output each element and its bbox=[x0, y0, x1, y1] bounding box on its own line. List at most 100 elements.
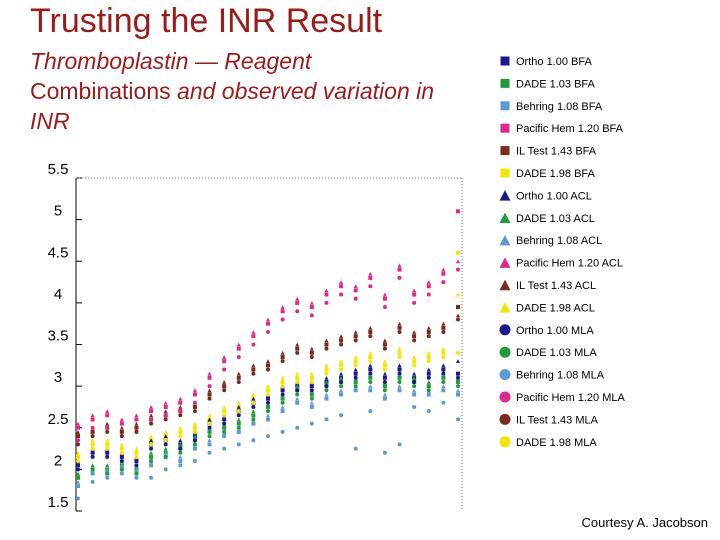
data-point bbox=[397, 350, 402, 355]
data-point bbox=[105, 467, 110, 472]
data-point bbox=[339, 280, 344, 284]
data-point bbox=[163, 409, 168, 413]
data-point bbox=[119, 467, 124, 472]
data-point bbox=[134, 425, 139, 430]
data-point bbox=[90, 434, 95, 439]
data-point bbox=[222, 384, 227, 389]
data-point bbox=[222, 417, 227, 422]
subtitle-part-1: Thromboplastin — Reagent bbox=[30, 48, 312, 74]
data-point bbox=[222, 359, 227, 364]
data-point bbox=[441, 400, 446, 405]
data-point bbox=[295, 342, 300, 347]
data-point bbox=[76, 484, 80, 489]
data-point bbox=[251, 334, 256, 339]
data-point bbox=[222, 446, 227, 451]
data-point bbox=[105, 421, 110, 426]
data-point bbox=[324, 367, 329, 372]
data-point bbox=[309, 300, 314, 305]
legend: Ortho 1.00 BFA DADE 1.03 BFA Behring 1.08 … bbox=[499, 56, 625, 449]
legend-item: Pacific Hem 1.20 BFA bbox=[500, 123, 624, 135]
data-point bbox=[426, 388, 431, 393]
data-point bbox=[134, 467, 139, 472]
data-point bbox=[324, 292, 329, 297]
data-point bbox=[309, 354, 314, 359]
data-point bbox=[382, 392, 387, 397]
data-point bbox=[251, 371, 256, 376]
data-point bbox=[178, 425, 183, 430]
data-point bbox=[324, 388, 329, 393]
data-point bbox=[178, 396, 183, 401]
data-point bbox=[105, 446, 110, 451]
data-point bbox=[222, 405, 227, 409]
data-point bbox=[280, 379, 285, 384]
data-point bbox=[192, 404, 197, 409]
data-point bbox=[105, 450, 110, 455]
data-point bbox=[456, 350, 460, 355]
data-point bbox=[368, 367, 373, 372]
data-point bbox=[134, 475, 139, 480]
data-point bbox=[207, 434, 212, 439]
data-point bbox=[251, 404, 256, 409]
y-tick-label: 5 bbox=[54, 203, 62, 220]
data-point bbox=[76, 467, 80, 472]
data-point bbox=[163, 454, 168, 459]
data-point bbox=[426, 292, 431, 297]
data-point bbox=[192, 429, 197, 434]
legend-label: Behring 1.08 ACL bbox=[516, 235, 602, 247]
data-point bbox=[353, 379, 358, 384]
data-point bbox=[90, 442, 95, 447]
data-point bbox=[90, 446, 95, 451]
data-point bbox=[163, 413, 168, 418]
legend-marker bbox=[499, 413, 511, 425]
y-tick-label: 2 bbox=[54, 452, 62, 469]
data-point bbox=[192, 400, 197, 405]
legend-label: DADE 1.98 BFA bbox=[516, 168, 596, 180]
data-point bbox=[90, 425, 95, 430]
legend-item: DADE 1.03 MLA bbox=[499, 346, 597, 359]
data-point bbox=[353, 367, 358, 372]
data-point bbox=[119, 434, 124, 439]
data-point bbox=[119, 463, 124, 468]
data-point bbox=[178, 459, 183, 464]
data-point bbox=[426, 392, 431, 397]
data-point bbox=[309, 375, 314, 380]
data-point bbox=[339, 284, 344, 289]
data-point bbox=[119, 425, 124, 430]
data-point bbox=[397, 363, 402, 368]
data-point bbox=[266, 330, 270, 335]
data-point bbox=[324, 342, 329, 347]
data-point bbox=[382, 384, 387, 389]
data-point bbox=[280, 405, 285, 409]
data-point bbox=[368, 334, 373, 339]
data-point bbox=[105, 475, 110, 480]
data-point bbox=[412, 359, 417, 364]
data-point bbox=[192, 446, 197, 451]
data-point bbox=[236, 346, 241, 351]
data-point bbox=[441, 280, 446, 285]
data-point bbox=[163, 417, 168, 422]
data-point bbox=[192, 438, 197, 443]
data-point bbox=[353, 334, 358, 339]
data-point bbox=[192, 388, 197, 393]
data-point bbox=[295, 309, 300, 314]
legend-item: IL Test 1.43 ACL bbox=[499, 279, 596, 292]
legend-label: Pacific Hem 1.20 BFA bbox=[516, 123, 624, 135]
data-point bbox=[207, 375, 212, 380]
y-tick-label: 2.5 bbox=[48, 411, 69, 428]
data-point bbox=[266, 317, 270, 322]
legend-label: DADE 1.03 ACL bbox=[516, 213, 595, 225]
data-point bbox=[178, 400, 183, 405]
data-point bbox=[353, 288, 358, 293]
data-point bbox=[295, 350, 300, 355]
data-point bbox=[412, 363, 417, 368]
data-point bbox=[280, 375, 285, 380]
data-point bbox=[412, 334, 417, 339]
data-point bbox=[397, 267, 402, 272]
data-point bbox=[412, 371, 417, 376]
data-point bbox=[295, 300, 300, 305]
data-point bbox=[76, 421, 80, 426]
data-point bbox=[163, 442, 168, 447]
data-point bbox=[295, 392, 300, 397]
data-point bbox=[149, 450, 154, 455]
data-point bbox=[207, 438, 212, 443]
